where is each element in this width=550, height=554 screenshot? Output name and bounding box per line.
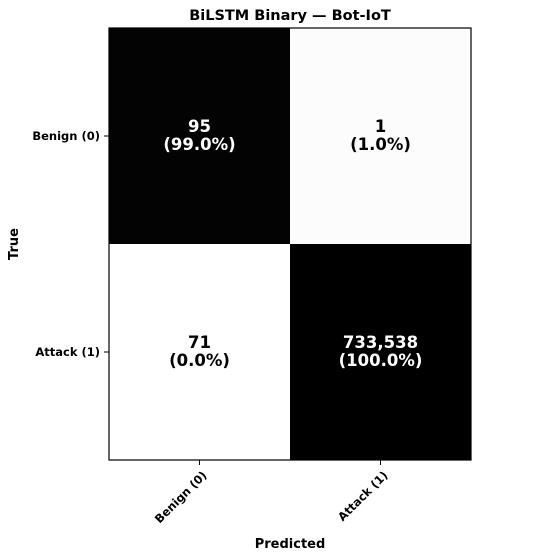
plot-frame — [108, 27, 472, 461]
heatmap-cell-r0-c1 — [290, 28, 471, 244]
y-tick-label: Benign (0) — [32, 129, 100, 143]
chart-title: BiLSTM Binary — Bot-IoT — [189, 8, 391, 24]
x-tick-label: Attack (1) — [335, 468, 391, 524]
heatmap-cells: 95(99.0%) 1(1.0%) 71(0.0%) 733,538(100.0%) — [109, 28, 471, 460]
y-axis-label: True — [7, 228, 22, 260]
cell-count-label: 733,538 — [343, 333, 418, 352]
heatmap-cell-r0-c0 — [109, 28, 290, 244]
x-axis-label: Predicted — [255, 537, 326, 552]
heatmap-cell-r1-c1 — [290, 244, 471, 460]
cell-percent-label: (0.0%) — [169, 351, 230, 370]
cell-percent-label: (1.0%) — [350, 135, 411, 154]
x-tick-label: Benign (0) — [152, 468, 210, 526]
cell-count-label: 1 — [375, 117, 386, 136]
cell-percent-label: (99.0%) — [163, 135, 235, 154]
y-tick-label: Attack (1) — [35, 345, 100, 359]
cell-percent-label: (100.0%) — [339, 351, 423, 370]
cell-count-label: 71 — [188, 333, 211, 352]
heatmap-cell-r1-c0 — [109, 244, 290, 460]
cell-count-label: 95 — [188, 117, 211, 136]
